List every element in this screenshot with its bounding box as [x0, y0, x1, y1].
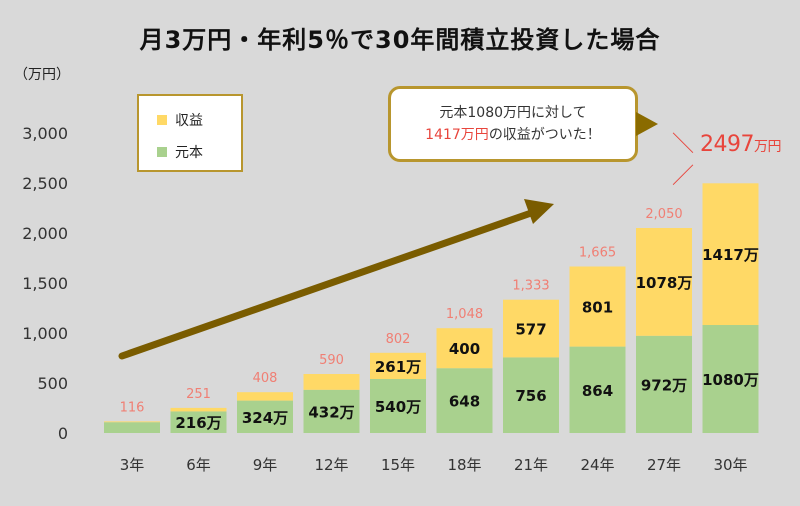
bar-principal: [503, 357, 559, 433]
legend-label-principal: 元本: [175, 145, 203, 161]
legend: 収益 元本: [137, 94, 243, 172]
bar-profit: [104, 421, 160, 423]
legend-item-profit: 収益: [157, 110, 203, 130]
final-total-prefix: ＼: [672, 132, 694, 157]
final-total-unit: 万円: [754, 139, 782, 155]
y-tick-label: 2,500: [22, 174, 68, 193]
y-tick-label: 1,000: [22, 324, 68, 343]
bar-total-label: 408: [253, 371, 278, 386]
bar-label-profit: 1417万: [702, 246, 759, 264]
bar-profit: [170, 407, 227, 412]
x-category-label: 18年: [447, 456, 481, 474]
x-category-label: 24年: [580, 456, 614, 474]
bar-label-principal: 432万: [308, 403, 354, 421]
callout-line-2: 1417万円の収益がついた！: [391, 124, 635, 146]
bar-total-label: 251: [186, 387, 211, 402]
bar-label-principal: 864: [582, 382, 613, 400]
callout-highlight: 1417万円: [425, 127, 489, 143]
bar-label-profit: 577: [515, 321, 546, 339]
bar-total-label: 116: [120, 400, 145, 415]
bar-profit: [237, 392, 293, 401]
y-axis-unit-label: （万円）: [14, 67, 70, 83]
x-category-label: 15年: [381, 456, 415, 474]
x-category-label: 9年: [253, 456, 278, 474]
callout-rest: の収益がついた！: [488, 127, 601, 143]
bar-label-principal: 540万: [375, 398, 421, 416]
bar-principal: [104, 422, 160, 433]
y-tick-label: 2,000: [22, 224, 68, 243]
x-category-label: 30年: [713, 456, 747, 474]
bar-profit: [303, 374, 360, 390]
bar-principal: [436, 368, 493, 433]
y-tick-label: 3,000: [22, 124, 68, 143]
callout-tail: [636, 112, 658, 136]
bar-principal: [237, 400, 293, 433]
y-tick-label: 0: [58, 424, 68, 443]
x-category-label: 6年: [186, 456, 211, 474]
bar-profit: [636, 228, 692, 336]
bar-label-principal: 1080万: [702, 371, 759, 389]
x-category-label: 12年: [314, 456, 348, 474]
bar-principal: [636, 335, 692, 433]
bar-profit: [569, 266, 626, 347]
trend-arrow-shaft: [118, 208, 538, 360]
final-total-label: ＼ 2497万円 ／: [672, 126, 800, 190]
y-tick-label: 500: [37, 374, 68, 393]
bar-label-principal: 216万: [175, 414, 221, 432]
trend-arrow-head: [524, 199, 554, 224]
bar-profit: [370, 352, 426, 379]
x-category-label: 21年: [514, 456, 548, 474]
legend-swatch-profit: [157, 115, 167, 125]
x-category-label: 3年: [120, 456, 145, 474]
bar-total-label: 1,665: [579, 246, 616, 261]
legend-label-profit: 収益: [175, 113, 203, 129]
bar-label-profit: 801: [582, 299, 613, 317]
bar-label-profit: 400: [449, 340, 480, 358]
bar-label-profit: 1078万: [636, 274, 693, 292]
y-tick-label: 1,500: [22, 274, 68, 293]
bar-profit: [702, 183, 759, 325]
chart-title: 月3万円・年利5％で30年間積立投資した場合: [139, 26, 661, 54]
bar-total-label: 1,333: [512, 279, 549, 294]
bar-total-label: 590: [319, 353, 344, 368]
bar-profit: [436, 328, 493, 369]
final-total-suffix: ／: [672, 164, 694, 189]
bar-total-label: 802: [386, 332, 411, 347]
final-total-value: 2497: [700, 132, 755, 157]
x-category-label: 27年: [647, 456, 681, 474]
bar-label-principal: 972万: [641, 376, 687, 394]
legend-swatch-principal: [157, 147, 167, 157]
callout-line-1: 元本1080万円に対して: [439, 105, 587, 121]
bar-label-profit: 261万: [375, 358, 421, 376]
callout-box: 元本1080万円に対して 1417万円の収益がついた！: [388, 86, 638, 162]
bar-total-label: 1,048: [446, 307, 483, 322]
bar-profit: [503, 299, 559, 358]
bar-principal: [702, 325, 759, 433]
bar-principal: [569, 346, 626, 433]
legend-item-principal: 元本: [157, 142, 203, 162]
bar-label-principal: 324万: [242, 409, 288, 427]
bar-total-label: 2,050: [645, 207, 682, 222]
bar-principal: [370, 379, 426, 433]
bar-principal: [170, 411, 227, 433]
bar-label-principal: 648: [449, 393, 480, 411]
bar-principal: [303, 389, 360, 433]
bar-label-principal: 756: [515, 387, 546, 405]
